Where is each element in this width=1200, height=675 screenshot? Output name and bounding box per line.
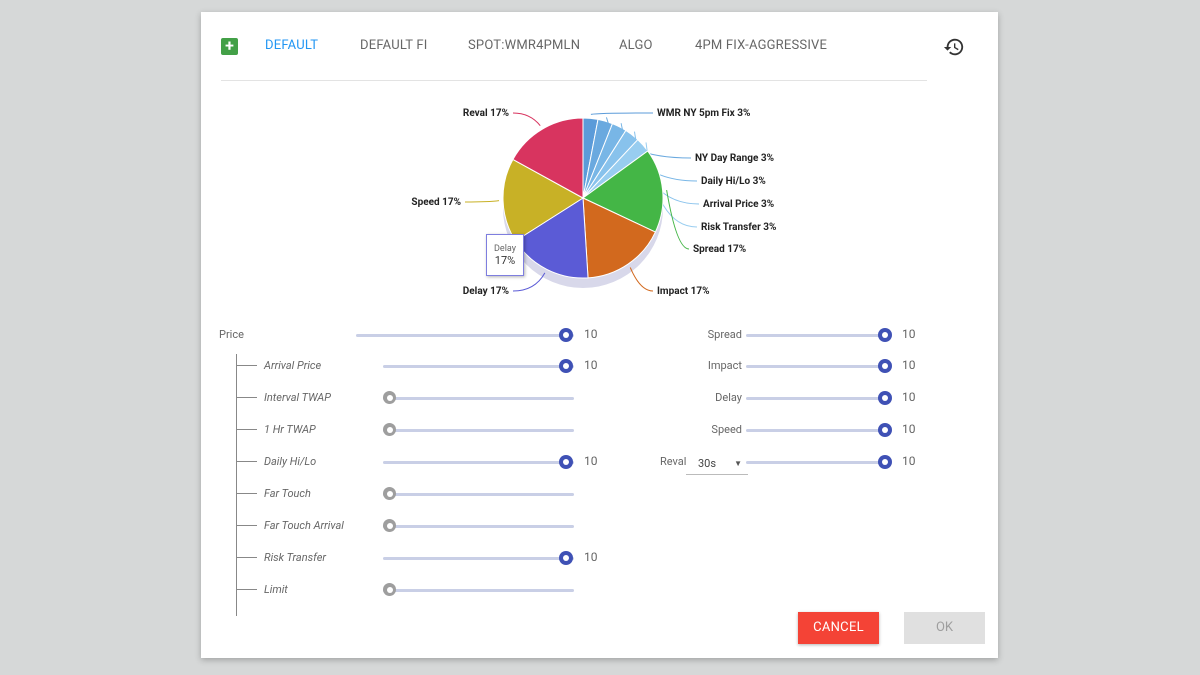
reval-interval-value: 30s [698, 457, 717, 470]
slider-thumb[interactable] [878, 423, 892, 437]
slider-track[interactable] [383, 365, 574, 368]
slider-track[interactable] [383, 429, 574, 432]
slider-label: Reval [660, 455, 687, 468]
tree-branch [237, 525, 257, 526]
slider-label: Daily Hi/Lo [264, 455, 317, 468]
pie-label: Arrival Price 3% [703, 199, 774, 210]
slider-label: Interval TWAP [264, 391, 331, 404]
tree-branch [237, 397, 257, 398]
slider-track[interactable] [746, 334, 891, 337]
slider-value: 10 [584, 327, 598, 341]
slider-thumb[interactable] [559, 359, 573, 373]
tab-default[interactable]: DEFAULT [265, 38, 319, 53]
slider-track[interactable] [383, 557, 574, 560]
pie-leader-line [512, 272, 546, 292]
slider-track[interactable] [383, 461, 574, 464]
slider-label: Impact [707, 359, 742, 372]
slider-track[interactable] [383, 397, 574, 400]
slider-value: 10 [902, 327, 916, 341]
slider-thumb[interactable] [878, 359, 892, 373]
slider-value: 10 [584, 550, 598, 564]
slider-thumb[interactable] [878, 391, 892, 405]
tree-branch [237, 493, 257, 494]
slider-label: Far Touch Arrival [264, 519, 344, 532]
pie-label: Impact 17% [657, 286, 710, 297]
slider-thumb[interactable] [383, 519, 396, 532]
slider-thumb[interactable] [383, 487, 396, 500]
tree-branch [237, 461, 257, 462]
slider-track[interactable] [746, 461, 891, 464]
pie-label: Spread 17% [693, 244, 746, 255]
tooltip-value: 17% [494, 254, 516, 267]
slider-label: Risk Transfer [264, 551, 326, 564]
slider-track[interactable] [383, 589, 574, 592]
tab-4pm-fix-aggressive[interactable]: 4PM FIX-AGGRESSIVE [695, 38, 828, 53]
slider-label: Arrival Price [264, 359, 322, 372]
pie-label: Reval 17% [463, 108, 509, 119]
tab-bar: + DEFAULT DEFAULT FI SPOT:WMR4PMLN ALGO … [221, 34, 927, 81]
history-icon[interactable] [943, 36, 965, 58]
tree-branch [237, 557, 257, 558]
pie-leader-line [464, 200, 500, 203]
pie-svg: WMR NY 5pm Fix 3% NY Day Range 3% Daily Hi… [411, 108, 776, 297]
chart-tooltip: Delay 17% [486, 234, 524, 276]
slider-value: 10 [584, 358, 598, 372]
slider-thumb[interactable] [878, 455, 892, 469]
pie-leader-line [666, 190, 690, 250]
slider-value: 10 [902, 390, 916, 404]
tab-default-fi[interactable]: DEFAULT FI [360, 38, 428, 53]
slider-thumb[interactable] [383, 391, 396, 404]
tree-branch [237, 429, 257, 430]
chevron-down-icon: ▼ [734, 459, 742, 468]
pie-label: WMR NY 5pm Fix 3% [657, 108, 750, 119]
allocation-pie-chart: WMR NY 5pm Fix 3% NY Day Range 3% Daily Hi… [201, 12, 998, 322]
slider-track[interactable] [746, 429, 891, 432]
add-profile-button[interactable]: + [221, 38, 238, 55]
slider-thumb[interactable] [559, 551, 573, 565]
pie-leader-line [512, 112, 541, 127]
pie-label: Daily Hi/Lo 3% [701, 176, 766, 187]
slider-thumb[interactable] [559, 328, 573, 342]
slider-track[interactable] [746, 365, 891, 368]
tab-algo[interactable]: ALGO [619, 38, 653, 53]
slider-thumb[interactable] [383, 583, 396, 596]
slider-label: Delay [715, 391, 742, 404]
slider-value: 10 [902, 454, 916, 468]
tree-branch [237, 365, 257, 366]
slider-track[interactable] [356, 334, 574, 337]
slider-label: Far Touch [264, 487, 311, 500]
slider-track[interactable] [383, 525, 574, 528]
slider-track[interactable] [746, 397, 891, 400]
pie-label: Speed 17% [411, 197, 461, 208]
slider-label: Spread [707, 328, 742, 341]
pie-label: Delay 17% [463, 286, 509, 297]
pie-slice[interactable] [582, 150, 664, 233]
slider-label: Price [219, 328, 244, 341]
pie-leader-line [629, 267, 654, 292]
pie-leader-line [590, 112, 654, 115]
slider-value: 10 [902, 422, 916, 436]
tab-spot-wmr4pmln[interactable]: SPOT:WMR4PMLN [468, 38, 581, 53]
slider-label: Limit [264, 583, 288, 596]
slider-thumb[interactable] [383, 423, 396, 436]
slider-value: 10 [584, 454, 598, 468]
slider-track[interactable] [383, 493, 574, 496]
profile-dialog: + DEFAULT DEFAULT FI SPOT:WMR4PMLN ALGO … [201, 12, 998, 658]
tree-branch [237, 589, 257, 590]
reval-interval-select[interactable]: 30s ▼ [686, 456, 748, 475]
tooltip-name: Delay [494, 244, 516, 254]
ok-button[interactable]: OK [904, 612, 985, 644]
slider-value: 10 [902, 358, 916, 372]
pie-slice[interactable] [512, 117, 584, 199]
cancel-button[interactable]: CANCEL [798, 612, 879, 644]
pie-label: NY Day Range 3% [695, 153, 774, 164]
slider-label: Speed [711, 423, 742, 436]
slider-thumb[interactable] [878, 328, 892, 342]
pie-label: Risk Transfer 3% [701, 222, 776, 233]
pie-slice[interactable] [582, 197, 657, 279]
slider-label: 1 Hr TWAP [264, 423, 316, 436]
slider-thumb[interactable] [559, 455, 573, 469]
tree-connector [236, 354, 237, 616]
